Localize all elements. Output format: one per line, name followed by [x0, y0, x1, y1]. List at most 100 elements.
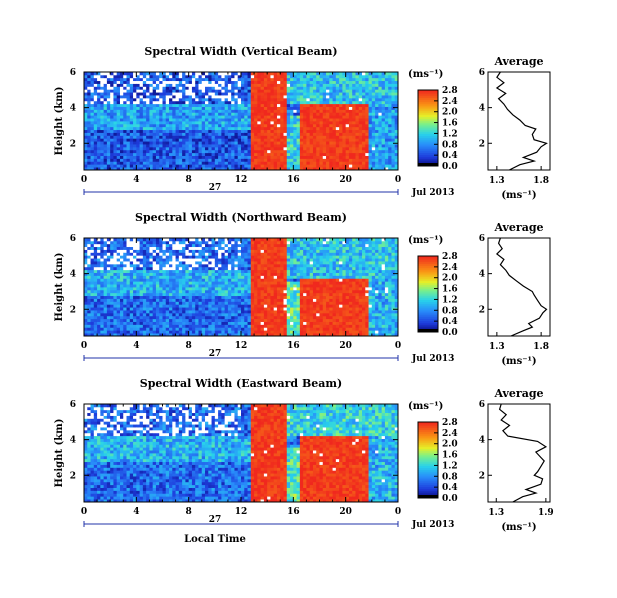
heatmap-cell — [381, 121, 386, 125]
heatmap-cell — [149, 149, 154, 154]
heatmap-cell — [169, 275, 173, 279]
heatmap-cell — [195, 238, 199, 242]
heatmap-cell — [227, 77, 232, 82]
heatmap-cell — [155, 304, 160, 308]
heatmap-cell — [214, 89, 219, 93]
heatmap-cell — [185, 249, 190, 253]
heatmap-cell — [172, 100, 176, 105]
heatmap-cell — [155, 95, 160, 99]
heatmap-cell — [149, 263, 154, 268]
heatmap-cell — [169, 278, 173, 282]
heatmap-cell — [142, 240, 147, 245]
heatmap-cell — [368, 72, 373, 76]
heatmap-cell — [129, 144, 134, 148]
heatmap-cell — [241, 97, 245, 102]
heatmap-cell — [198, 106, 203, 110]
heatmap-cell — [185, 106, 190, 110]
heatmap-cell — [227, 149, 232, 154]
heatmap-cell — [332, 77, 337, 82]
heatmap-cell — [214, 158, 219, 162]
heatmap-cell — [84, 77, 88, 82]
heatmap-cell — [293, 135, 297, 139]
heatmap-cell — [182, 278, 186, 282]
heatmap-cell — [136, 289, 140, 294]
heatmap-cell — [126, 92, 131, 96]
heatmap-cell — [152, 298, 157, 302]
heatmap-cell — [293, 138, 297, 142]
heatmap-cell — [231, 275, 235, 279]
heatmap-cell — [326, 118, 330, 122]
heatmap-cell — [162, 123, 167, 128]
heatmap-cell — [358, 132, 363, 136]
heatmap-cell — [191, 255, 196, 259]
heatmap-cell — [241, 100, 245, 105]
heatmap-cell — [103, 284, 108, 288]
heatmap-cell — [126, 258, 131, 262]
heatmap-cell — [283, 100, 288, 105]
heatmap-cell — [182, 118, 186, 122]
colorbar-swatch — [418, 103, 438, 106]
heatmap-cell — [247, 112, 252, 116]
heatmap-cell — [162, 292, 167, 297]
heatmap-cell — [116, 240, 121, 245]
heatmap-cell — [119, 161, 124, 165]
heatmap-cell — [326, 92, 330, 96]
heatmap-cell — [106, 295, 111, 299]
heatmap-cell — [198, 261, 203, 265]
heatmap-cell — [165, 258, 170, 262]
heatmap-cell — [201, 312, 206, 317]
heatmap-cell — [152, 123, 157, 128]
heatmap-cell — [129, 132, 134, 136]
heatmap-cell — [381, 135, 386, 139]
heatmap-cell — [149, 95, 154, 99]
heatmap-cell — [306, 132, 311, 136]
heatmap-cell — [110, 321, 114, 325]
heatmap-cell — [146, 266, 150, 271]
heatmap-cell — [93, 141, 98, 145]
heatmap-cell — [283, 72, 288, 76]
heatmap-cell — [384, 164, 389, 168]
heatmap-cell — [362, 161, 366, 165]
heatmap-cell — [185, 278, 190, 282]
heatmap-cell — [155, 255, 160, 259]
heatmap-cell — [280, 100, 284, 105]
heatmap-cell — [90, 77, 95, 82]
heatmap-cell — [126, 275, 131, 279]
heatmap-cell — [146, 298, 150, 302]
heatmap-cell — [362, 167, 366, 171]
heatmap-cell — [139, 255, 144, 259]
heatmap-cell — [375, 74, 379, 79]
heatmap-cell — [231, 121, 235, 125]
heatmap-cell — [90, 86, 95, 90]
heatmap-cell — [178, 275, 183, 279]
heatmap-cell — [113, 287, 118, 291]
heatmap-cell — [234, 321, 239, 325]
heatmap-cell — [103, 238, 108, 242]
heatmap-cell — [198, 83, 203, 87]
heatmap-cell — [84, 115, 88, 119]
heatmap-cell — [90, 89, 95, 93]
average-frame — [487, 71, 551, 171]
heatmap-cell — [322, 135, 327, 139]
heatmap-cell — [263, 92, 268, 96]
heatmap-cell — [178, 318, 183, 322]
heatmap-cell — [218, 103, 222, 107]
heatmap-cell — [381, 146, 386, 151]
heatmap-cell — [129, 89, 134, 93]
heatmap-cell — [335, 126, 340, 131]
heatmap-cell — [316, 141, 320, 145]
heatmap-cell — [172, 310, 176, 314]
heatmap-cell — [260, 155, 265, 159]
heatmap-cell — [191, 278, 196, 282]
colorbar-frame — [417, 89, 439, 167]
heatmap-cell — [280, 146, 284, 151]
heatmap-cell — [208, 255, 212, 259]
heatmap-cell — [162, 312, 167, 317]
heatmap-cell — [182, 80, 186, 84]
heatmap-cell — [116, 243, 121, 248]
heatmap-cell — [352, 138, 356, 142]
heatmap-cell — [155, 252, 160, 256]
heatmap-cell — [270, 92, 275, 96]
heatmap-cell — [126, 95, 131, 99]
heatmap-cell — [155, 284, 160, 288]
